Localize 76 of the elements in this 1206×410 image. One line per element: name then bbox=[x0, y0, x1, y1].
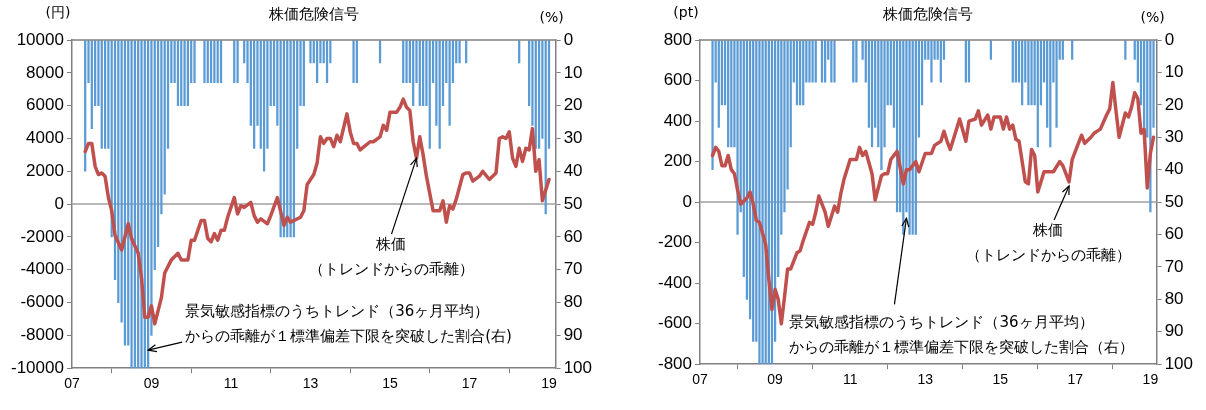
bar bbox=[833, 40, 836, 83]
bar bbox=[830, 40, 833, 83]
y2-tick-label: 30 bbox=[1164, 126, 1184, 146]
y-tick-label: 0 bbox=[682, 191, 693, 211]
y2-tick-label: 90 bbox=[1164, 321, 1184, 341]
y-axis-title: (円) bbox=[45, 3, 71, 20]
x-tick-label: 11 bbox=[842, 371, 858, 388]
y-tick-label: 6000 bbox=[26, 95, 64, 115]
y2-axis-title: (%) bbox=[539, 8, 564, 25]
x-tick-label: 13 bbox=[302, 375, 319, 392]
y-tick-label: 4000 bbox=[26, 128, 64, 148]
y2-tick-label: 100 bbox=[1164, 353, 1194, 373]
y2-tick-label: 40 bbox=[1164, 159, 1184, 179]
y2-tick-label: 10 bbox=[1164, 62, 1184, 82]
annotation: 株価（トレンドからの乖離） bbox=[965, 220, 1131, 264]
y2-tick-label: 30 bbox=[563, 128, 583, 148]
y2-tick-label: 70 bbox=[1164, 256, 1184, 276]
y-tick-label: 200 bbox=[663, 151, 693, 171]
y2-tick-label: 40 bbox=[563, 160, 583, 180]
bar bbox=[880, 40, 883, 171]
y2-tick-label: 0 bbox=[563, 29, 574, 49]
y-tick-label: -800 bbox=[657, 353, 693, 373]
y-tick-label: -8000 bbox=[20, 325, 64, 345]
y-tick-label: 0 bbox=[54, 193, 64, 213]
y2-axis-title: (%) bbox=[1140, 8, 1165, 25]
bar bbox=[711, 40, 714, 171]
chart-title: 株価危険信号 bbox=[267, 4, 359, 23]
chart-title: 株価危険信号 bbox=[882, 4, 974, 23]
annotation: 景気敏感指標のうちトレンド（36ヶ月平均）からの乖離が１標準偏差下限を突破した割合(右) bbox=[185, 302, 512, 346]
y-tick-label: -200 bbox=[657, 232, 693, 252]
bar bbox=[1027, 40, 1030, 106]
y2-tick-label: 60 bbox=[563, 226, 583, 246]
y-tick-label: 8000 bbox=[26, 62, 64, 82]
x-tick-label: 09 bbox=[143, 375, 160, 392]
x-tick-label: 11 bbox=[223, 375, 239, 392]
y2-tick-label: 10 bbox=[563, 62, 583, 82]
y2-tick-label: 90 bbox=[563, 325, 583, 345]
x-tick-label: 19 bbox=[541, 375, 558, 392]
bar bbox=[736, 40, 739, 235]
y-tick-label: 800 bbox=[663, 29, 693, 49]
y-tick-label: -10000 bbox=[11, 357, 64, 377]
y-tick-label: -2000 bbox=[20, 226, 64, 246]
y-axis-title: (pt) bbox=[673, 3, 699, 20]
x-tick-label: 07 bbox=[64, 375, 80, 392]
bar bbox=[448, 40, 451, 126]
y2-tick-label: 80 bbox=[563, 292, 583, 312]
x-tick-label: 09 bbox=[767, 371, 784, 388]
y2-tick-label: 80 bbox=[1164, 289, 1184, 309]
y-tick-label: 2000 bbox=[26, 160, 64, 180]
y-tick-label: -400 bbox=[657, 272, 693, 292]
y2-tick-label: 50 bbox=[563, 193, 583, 213]
x-tick-label: 15 bbox=[992, 371, 1009, 388]
y-tick-label: -600 bbox=[657, 313, 693, 333]
bar bbox=[930, 40, 933, 83]
bar bbox=[1055, 40, 1058, 128]
y-tick-label: 400 bbox=[663, 110, 693, 130]
bar bbox=[758, 40, 761, 365]
x-tick-label: 15 bbox=[382, 375, 398, 392]
y2-tick-label: 20 bbox=[1164, 94, 1184, 114]
x-tick-label: 07 bbox=[692, 371, 709, 388]
y-tick-label: 10000 bbox=[16, 29, 64, 49]
y2-tick-label: 70 bbox=[563, 259, 583, 279]
y-tick-label: -4000 bbox=[20, 259, 64, 279]
x-tick-label: 19 bbox=[1142, 371, 1159, 388]
y2-tick-label: 0 bbox=[1164, 29, 1175, 49]
annotation: 株価（トレンドからの乖離） bbox=[308, 235, 474, 279]
x-tick-label: 13 bbox=[917, 371, 934, 388]
y-tick-label: -6000 bbox=[20, 292, 64, 312]
y-tick-label: 600 bbox=[663, 70, 693, 90]
y2-tick-label: 100 bbox=[563, 357, 593, 377]
y2-tick-label: 60 bbox=[1164, 224, 1184, 244]
x-tick-label: 17 bbox=[1067, 371, 1084, 388]
y2-tick-label: 20 bbox=[563, 95, 583, 115]
x-tick-label: 17 bbox=[461, 375, 478, 392]
y2-tick-label: 50 bbox=[1164, 191, 1184, 211]
annotation: 景気敏感指標のうちトレンド（36ヶ月平均）からの乖離が１標準偏差下限を突破した割合（右） bbox=[789, 313, 1135, 357]
